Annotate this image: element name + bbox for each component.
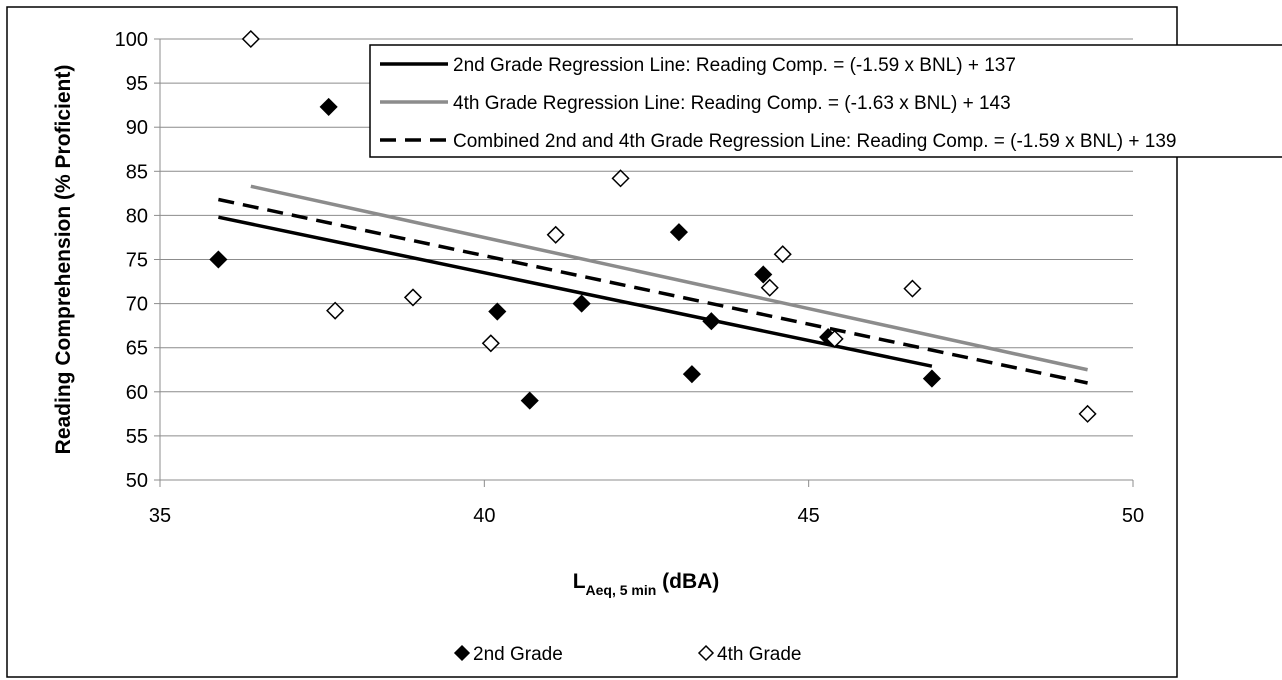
point-4th-grade [825,329,844,348]
point-2nd-grade [319,97,338,116]
point-4th-grade [760,278,779,297]
legend-marker [697,644,715,662]
point-2nd-grade [702,312,721,331]
y-tick-label: 85 [126,161,148,183]
point-2nd-grade [572,294,591,313]
point-2nd-grade [682,365,701,384]
point-4th-grade [481,334,500,353]
y-tick-label: 55 [126,426,148,448]
point-4th-grade [611,169,630,188]
point-2nd-grade [488,302,507,321]
regression-legend-box [369,44,1282,158]
point-4th-grade [1078,404,1097,423]
x-tick-label: 50 [1122,505,1144,527]
legend: 2nd Grade Regression Line: Reading Comp.… [369,44,1282,665]
regression-line-3 [218,197,1088,385]
point-4th-grade [546,225,565,244]
x-tick-label: 40 [473,505,495,527]
point-2nd-grade [922,369,941,388]
y-tick-label: 100 [115,29,148,51]
y-tick-label: 90 [126,117,148,139]
point-4th-grade [773,245,792,264]
x-axis-title: LAeq, 5 min (dBA) [573,570,720,598]
y-tick-label: 75 [126,250,148,272]
legend-series-label: 2nd Grade [473,644,563,665]
legend-line-label: 2nd Grade Regression Line: Reading Comp.… [453,55,1016,76]
legend-line-label: 4th Grade Regression Line: Reading Comp.… [453,93,1011,114]
y-tick-label: 60 [126,382,148,404]
y-tick-label: 65 [126,338,148,360]
y-tick-label: 80 [126,205,148,227]
regression-line-1 [218,215,933,368]
legend-line-label: Combined 2nd and 4th Grade Regression Li… [453,131,1176,152]
point-2nd-grade [669,223,688,242]
regression-lines [218,184,1088,385]
axis-labels: 50 55 60 65 70 75 80 85 90 95 100 35 40 45 50 LAeq, 5 m… [52,29,1144,598]
axes [154,38,1134,487]
legend-series-label: 4th Grade [717,644,802,665]
point-4th-grade [241,29,260,49]
legend-marker [453,644,471,662]
x-tick-label: 35 [149,505,171,527]
regression-line-2 [250,184,1088,372]
y-tick-label: 70 [126,294,148,316]
y-tick-label: 50 [126,470,148,492]
point-4th-grade [326,301,345,320]
point-2nd-grade [754,265,773,284]
point-4th-grade [403,288,423,307]
point-2nd-grade [209,250,228,269]
y-tick-label: 95 [126,73,148,95]
x-tick-label: 45 [798,505,820,527]
data-points [209,29,1097,423]
point-2nd-grade [520,391,539,410]
y-axis-title: Reading Comprehension (% Proficient) [52,65,75,455]
point-4th-grade [903,279,922,298]
